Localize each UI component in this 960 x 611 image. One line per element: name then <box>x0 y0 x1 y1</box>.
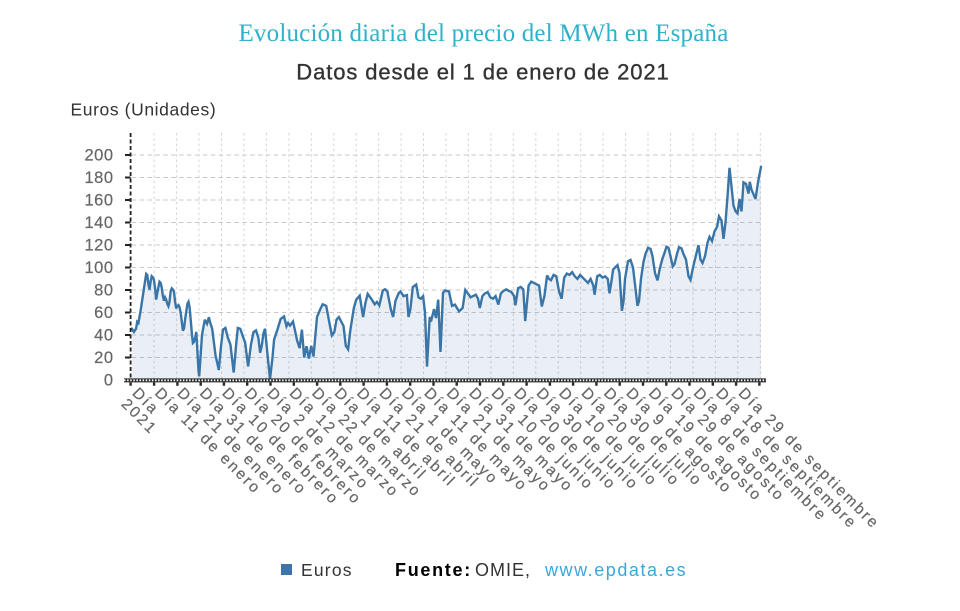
svg-text:100: 100 <box>84 259 113 277</box>
svg-text:Datos desde el 1 de enero de 2: Datos desde el 1 de enero de 2021 <box>296 60 669 85</box>
svg-text:OMIE,: OMIE, <box>475 560 531 580</box>
svg-text:Evolución diaria del precio de: Evolución diaria del precio del MWh en E… <box>238 20 728 47</box>
svg-text:Fuente:: Fuente: <box>395 560 472 580</box>
svg-text:0: 0 <box>104 372 114 390</box>
svg-text:20: 20 <box>94 349 113 367</box>
svg-text:160: 160 <box>84 192 113 210</box>
svg-text:40: 40 <box>94 327 113 345</box>
svg-text:60: 60 <box>94 304 113 322</box>
svg-text:140: 140 <box>84 214 113 232</box>
svg-text:200: 200 <box>84 147 113 165</box>
svg-text:www.epdata.es: www.epdata.es <box>544 560 687 580</box>
svg-text:180: 180 <box>84 169 113 187</box>
svg-text:Euros: Euros <box>301 560 353 580</box>
svg-text:Euros (Unidades): Euros (Unidades) <box>71 100 217 120</box>
svg-text:80: 80 <box>94 282 113 300</box>
svg-text:120: 120 <box>84 237 113 255</box>
